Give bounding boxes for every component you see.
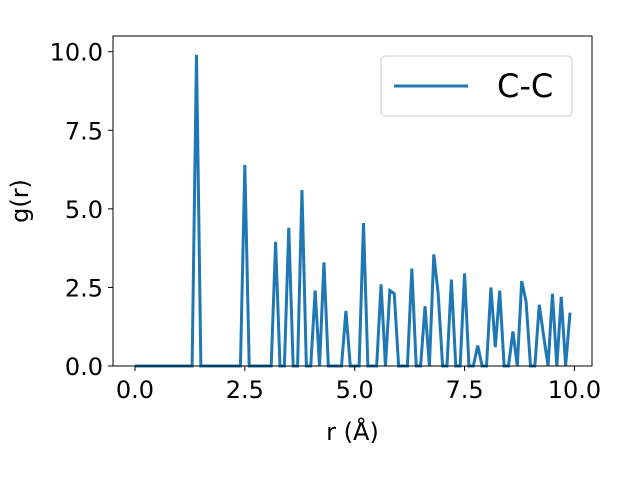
- x-tick-label: 2.5: [226, 376, 264, 404]
- x-axis-ticks: 0.0 2.5 5.0 7.5 10.0: [116, 366, 601, 404]
- y-tick-label: 0.0: [65, 353, 103, 381]
- x-axis-label: r (Å): [326, 417, 379, 446]
- x-tick-label: 10.0: [548, 376, 601, 404]
- x-tick-label: 7.5: [445, 376, 483, 404]
- y-axis-ticks: 0.0 2.5 5.0 7.5 10.0: [50, 39, 113, 381]
- x-tick-label: 5.0: [336, 376, 374, 404]
- x-tick-label: 0.0: [116, 376, 154, 404]
- legend-label: C-C: [497, 67, 553, 105]
- y-axis-label: g(r): [6, 179, 34, 223]
- y-tick-label: 2.5: [65, 274, 103, 302]
- plot-frame: [112, 35, 593, 367]
- y-tick-label: 7.5: [65, 117, 103, 145]
- legend: C-C: [380, 55, 573, 117]
- legend-box: [380, 55, 573, 117]
- y-tick-label: 5.0: [65, 196, 103, 224]
- y-tick-label: 10.0: [50, 39, 103, 67]
